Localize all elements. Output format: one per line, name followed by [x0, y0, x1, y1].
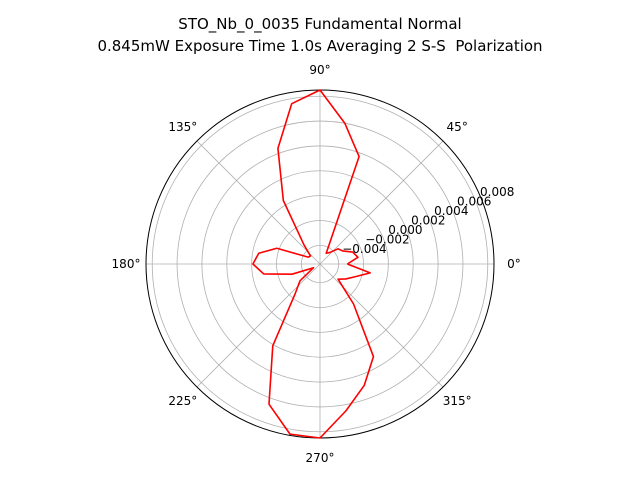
theta-tick-label: 0°: [507, 257, 521, 271]
r-gridline: [276, 220, 364, 308]
r-gridline: [176, 120, 464, 408]
r-tick-label: 0.006: [457, 194, 491, 208]
r-gridline: [251, 195, 389, 333]
theta-tick-label: 225°: [168, 394, 197, 408]
r-tick-label: −0.002: [365, 232, 409, 246]
r-gridline: [300, 244, 340, 284]
chart-title-line-2: 0.845mW Exposure Time 1.0s Averaging 2 S…: [97, 37, 543, 55]
chart-title-line-1: STO_Nb_0_0035 Fundamental Normal: [178, 15, 462, 33]
theta-gridline: [196, 263, 321, 388]
r-tick-label: 0.004: [434, 204, 468, 218]
r-gridline: [151, 95, 489, 433]
theta-tick-label: 45°: [447, 120, 468, 134]
r-tick-label: 0.008: [480, 185, 514, 199]
r-tick-label: 0.002: [411, 213, 445, 227]
theta-tick-label: 270°: [306, 451, 335, 465]
axis-labels: 0° 45° 90° 135° 180° 225° 270° 315° −0.004−0.002…: [112, 63, 521, 465]
r-gridline: [226, 170, 414, 358]
theta-tick-label: 180°: [112, 257, 141, 271]
series-line: [252, 89, 375, 439]
polar-grid: [145, 89, 495, 439]
theta-tick-label: 315°: [443, 394, 472, 408]
series-layer: [252, 89, 375, 439]
theta-tick-label: 90°: [309, 63, 330, 77]
r-tick-label: −0.004: [342, 242, 386, 256]
theta-tick-label: 135°: [168, 120, 197, 134]
r-gridline: [201, 145, 439, 383]
theta-gridline: [196, 140, 321, 265]
theta-gridline: [319, 140, 444, 265]
r-tick-label: 0.000: [388, 223, 422, 237]
theta-gridline: [319, 263, 444, 388]
